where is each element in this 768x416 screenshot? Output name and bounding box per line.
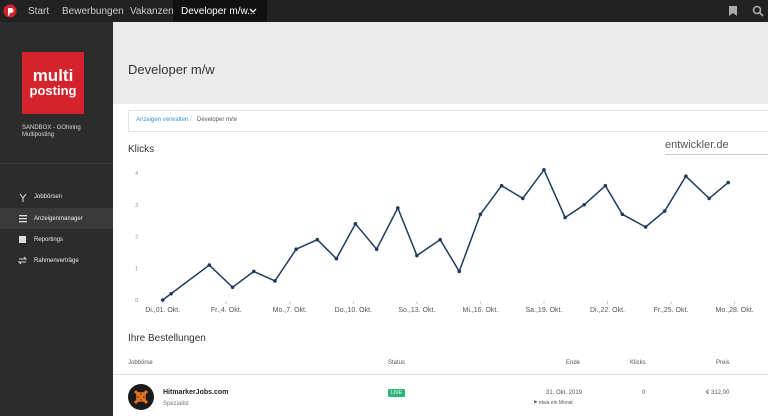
- x-tick-label: Fr.,4. Okt.: [211, 307, 242, 314]
- top-nav: Start Bewerbungen Vakanzen Developer m/w…: [0, 0, 768, 22]
- orders-title: Ihre Bestellungen: [128, 333, 206, 344]
- nav-item[interactable]: Vakanzen: [130, 6, 174, 17]
- logo-text: multi: [32, 66, 74, 85]
- point: [499, 183, 504, 188]
- y-tick-label: 4: [135, 171, 138, 177]
- breadcrumb-sep: /: [190, 117, 192, 123]
- x-tick-label: Mo.,7. Okt.: [273, 307, 307, 314]
- point: [315, 237, 320, 242]
- point: [438, 237, 442, 242]
- point: [542, 168, 546, 172]
- point: [334, 256, 339, 261]
- point: [273, 279, 277, 283]
- point: [457, 269, 462, 274]
- column-header: Klicks: [630, 360, 646, 366]
- jobboard-name[interactable]: HitmarkerJobs.com: [163, 389, 229, 396]
- point: [582, 202, 587, 207]
- nav-item[interactable]: Start: [28, 6, 50, 17]
- x-tick-label: Mo.,28. Okt.: [716, 307, 754, 314]
- y-tick-label: 2: [135, 235, 138, 241]
- point: [620, 212, 625, 217]
- account-line: SANDBOX - GOhiring: [22, 125, 81, 131]
- page-title: Developer m/w: [128, 62, 215, 77]
- menu-highlight: [0, 208, 113, 229]
- point: [294, 247, 298, 251]
- menu-item[interactable]: Jobbörsen: [34, 194, 63, 200]
- nav-active-tab[interactable]: [173, 0, 267, 22]
- menu-icons: [18, 194, 28, 265]
- x-tick-label: Sa.,19. Okt.: [525, 307, 562, 314]
- logo-text: posting: [29, 83, 77, 98]
- column-header: Jobbörse: [128, 360, 153, 366]
- point: [415, 253, 419, 258]
- x-tick-label: Di.,22. Okt.: [590, 307, 625, 314]
- point: [169, 291, 173, 296]
- menu-item[interactable]: Anzeigenmanager: [34, 216, 83, 222]
- column-header: Status: [388, 360, 406, 366]
- account-name: SANDBOX - GOhiring Multiposting: [22, 125, 81, 139]
- x-tick-label: Fr.,25. Okt.: [654, 307, 689, 314]
- search-icon[interactable]: [752, 5, 764, 17]
- point: [563, 215, 567, 220]
- x-tick-label: So.,13. Okt.: [398, 307, 435, 314]
- point: [251, 269, 256, 274]
- bookmark-icon[interactable]: [729, 6, 737, 16]
- point: [726, 180, 731, 185]
- chevron: [249, 8, 257, 13]
- section-title: Klicks: [128, 144, 155, 155]
- price: € 312,00: [706, 390, 730, 396]
- sidebar: multi posting SANDBOX - GOhiring Multipos…: [0, 22, 113, 416]
- column-header: Ende: [566, 360, 581, 366]
- point: [643, 225, 648, 229]
- point: [662, 209, 667, 213]
- point: [684, 174, 688, 178]
- point: [520, 196, 525, 201]
- account-line: Multiposting: [22, 132, 55, 138]
- x-tick-label: Do.,10. Okt.: [335, 307, 372, 314]
- breadcrumb: Anzeigen verwalten / Developer m/w: [128, 110, 768, 132]
- x-tick-label: Di.,01. Okt.: [145, 307, 180, 314]
- nav-item-active[interactable]: Developer m/w...: [181, 6, 256, 17]
- nav-item[interactable]: Bewerbungen: [62, 6, 124, 17]
- point: [603, 183, 608, 188]
- point: [374, 247, 379, 251]
- breadcrumb-current: Developer m/w: [197, 117, 238, 123]
- point: [396, 206, 400, 210]
- row-divider: [113, 374, 768, 375]
- duration-text: etwa ein Monat: [538, 400, 573, 406]
- divider: [0, 163, 113, 164]
- clicks: 0: [642, 390, 646, 396]
- y-tick-label: 0: [135, 298, 138, 304]
- source-select[interactable]: entwickler.de: [665, 139, 768, 155]
- jobboard-logo: [128, 384, 154, 410]
- end-date: 31. Okt. 2019: [546, 390, 583, 396]
- jobboard-type: Spezialist: [163, 401, 189, 407]
- point: [160, 298, 165, 302]
- point: [207, 263, 212, 267]
- point: [230, 285, 235, 290]
- status-badge: LIVE: [388, 389, 405, 397]
- point: [707, 196, 711, 201]
- brand-logo: multi posting: [22, 52, 84, 114]
- y-tick-label: 1: [135, 266, 138, 272]
- point: [478, 212, 483, 217]
- x-tick-label: Mi.,16. Okt.: [463, 307, 499, 314]
- column-header: Preis: [716, 360, 730, 366]
- breadcrumb-link[interactable]: Anzeigen verwalten: [136, 117, 189, 123]
- menu-item[interactable]: Reportings: [34, 237, 64, 243]
- line: [162, 168, 729, 301]
- page-header: Developer m/w: [113, 22, 768, 104]
- y-tick-label: 3: [135, 203, 138, 209]
- app-logo[interactable]: [3, 4, 17, 18]
- point: [353, 222, 358, 226]
- duration: ⚑ etwa ein Monat: [533, 400, 573, 406]
- menu-item[interactable]: Rahmenverträge: [34, 258, 79, 264]
